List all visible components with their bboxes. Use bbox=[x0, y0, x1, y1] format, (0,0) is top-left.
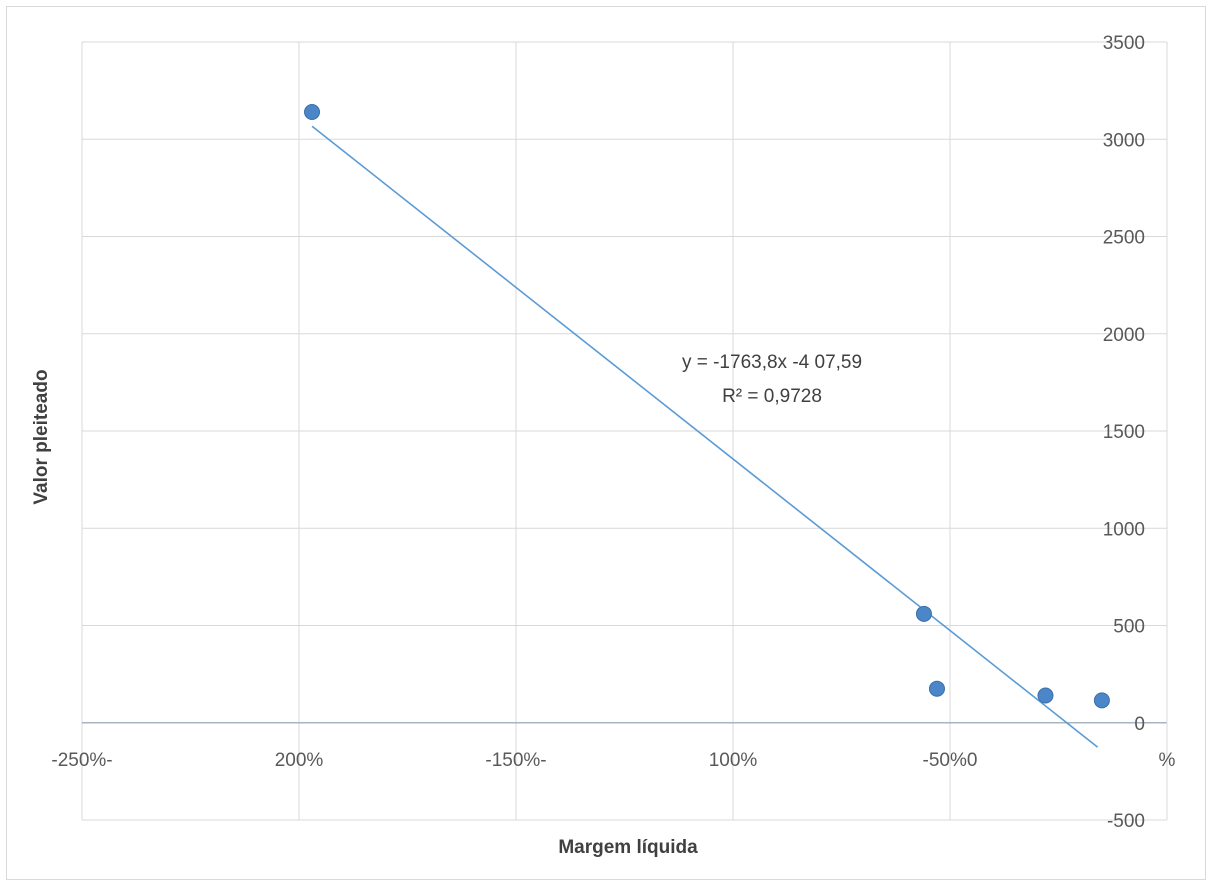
y-tick-label: -500 bbox=[1107, 811, 1145, 832]
x-tick-labels: -250%- 200% -150%- 100% -50%0% bbox=[51, 750, 1175, 771]
data-point bbox=[915, 605, 932, 622]
y-tick-label: 500 bbox=[1113, 617, 1145, 638]
gridlines bbox=[81, 41, 1167, 821]
x-tick-label: -150%- bbox=[485, 750, 546, 771]
x-tick-label: -50%0 bbox=[923, 750, 978, 771]
trendline-r-squared: R² = 0,9728 bbox=[722, 386, 822, 407]
y-tick-label: 2000 bbox=[1103, 325, 1145, 346]
y-tick-label: 1500 bbox=[1103, 422, 1145, 443]
trendline bbox=[311, 125, 1099, 748]
trendline-group bbox=[311, 125, 1099, 748]
x-tick-label: % bbox=[1159, 750, 1176, 771]
y-tick-label: 1000 bbox=[1103, 519, 1145, 540]
trendline-equation: y = -1763,8x -4 07,59 bbox=[682, 352, 862, 373]
data-point bbox=[928, 680, 945, 697]
x-tick-label: -250%- bbox=[51, 750, 112, 771]
scatter-chart: -250%- 200% -150%- 100% -50%0% 3500 3000 2500 2… bbox=[31, 33, 1176, 858]
chart-frame: -250%- 200% -150%- 100% -50%0% 3500 3000 2500 2… bbox=[6, 6, 1206, 880]
y-tick-labels: 3500 3000 2500 2000 1500 1000 500 0 -500 bbox=[1103, 33, 1145, 832]
y-tick-label: 0 bbox=[1134, 714, 1145, 735]
y-axis-title: Valor pleiteado bbox=[31, 369, 52, 504]
data-point bbox=[304, 104, 321, 121]
y-tick-label: 2500 bbox=[1103, 228, 1145, 249]
x-axis-title: Margem líquida bbox=[558, 837, 698, 858]
data-points bbox=[304, 104, 1110, 709]
y-tick-label: 3000 bbox=[1103, 130, 1145, 151]
data-point bbox=[1093, 692, 1110, 709]
x-tick-label: 100% bbox=[709, 750, 758, 771]
axes bbox=[82, 42, 1168, 820]
x-tick-label: 200% bbox=[275, 750, 324, 771]
y-tick-label: 3500 bbox=[1103, 33, 1145, 54]
data-point bbox=[1037, 687, 1054, 704]
